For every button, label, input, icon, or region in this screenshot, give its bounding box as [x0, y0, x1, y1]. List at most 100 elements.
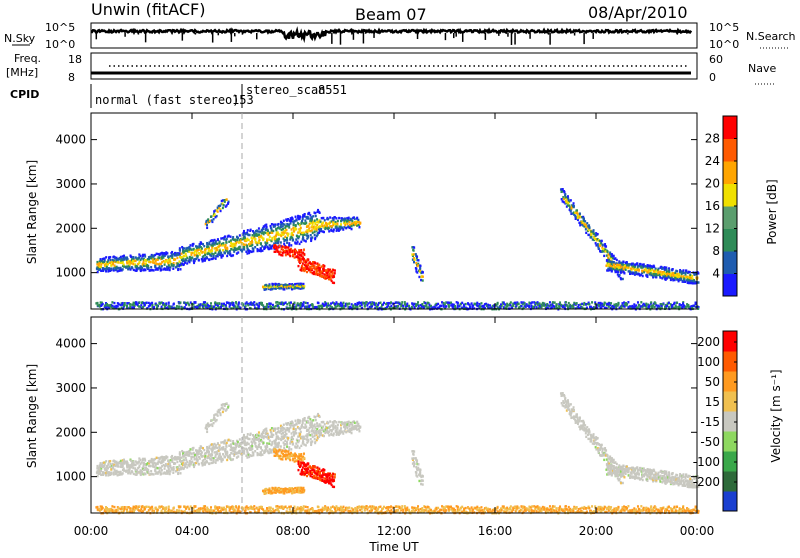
power-cell: [277, 227, 279, 229]
nsearch-tick-top: 10^5: [709, 21, 739, 34]
power-cell: [290, 244, 292, 246]
power-cell: [613, 261, 615, 263]
power-cell: [304, 219, 306, 221]
power-frame: [91, 113, 697, 309]
power-cell: [599, 240, 601, 242]
power-cell: [386, 306, 388, 308]
power-cell: [678, 306, 680, 308]
power-cell: [100, 270, 102, 272]
power-cell: [140, 255, 142, 257]
power-cell: [224, 246, 226, 248]
velocity-cell: [109, 460, 111, 462]
velocity-cell: [341, 423, 343, 425]
power-cell: [538, 302, 540, 304]
power-cell: [179, 252, 181, 254]
power-cell: [316, 306, 318, 308]
power-cell: [207, 245, 209, 247]
power-cell: [228, 241, 230, 243]
power-cell: [290, 222, 292, 224]
cpid-mode-1-name: normal (fast stereo): [95, 93, 240, 107]
velocity-cell: [215, 462, 217, 464]
power-cell: [254, 246, 256, 248]
power-cell: [588, 226, 590, 228]
power-cell: [157, 268, 159, 270]
power-scatter: [95, 188, 699, 310]
power-cell: [169, 269, 171, 271]
beam-title: Beam 07: [355, 5, 427, 24]
power-cell: [196, 249, 198, 251]
power-cell: [208, 243, 210, 245]
velocity-cell: [258, 431, 260, 433]
velocity-cell: [163, 456, 165, 458]
power-cell: [425, 304, 427, 306]
power-cell: [684, 281, 686, 283]
power-cell: [385, 303, 387, 305]
velocity-cell: [199, 457, 201, 459]
power-cell: [414, 259, 416, 261]
power-cell: [678, 275, 680, 277]
power-cell: [215, 216, 217, 218]
velocity-cell: [258, 453, 260, 455]
power-cell: [692, 305, 694, 307]
power-cell: [601, 240, 603, 242]
power-cell: [224, 235, 226, 237]
power-cell: [266, 303, 268, 305]
power-cell: [191, 256, 193, 258]
velocity-cell: [313, 430, 315, 432]
power-cell: [404, 301, 406, 303]
power-cell: [573, 205, 575, 207]
velocity-cell: [316, 432, 318, 434]
velocity-cell: [306, 441, 308, 443]
power-cell: [146, 302, 148, 304]
velocity-cell: [144, 473, 146, 475]
power-cell: [189, 244, 191, 246]
velocity-cell: [216, 453, 218, 455]
power-cell: [327, 218, 329, 220]
power-cell: [303, 258, 305, 260]
velocity-cell: [122, 472, 124, 474]
velocity-cell: [124, 461, 126, 463]
power-cell: [275, 245, 277, 247]
power-cell: [293, 224, 295, 226]
power-cell: [422, 279, 424, 281]
velocity-cell: [157, 472, 159, 474]
power-cell: [632, 272, 634, 274]
power-cell: [531, 301, 533, 303]
power-cell: [216, 249, 218, 251]
power-cell: [300, 227, 302, 229]
velocity-cell: [226, 459, 228, 461]
velocity-cell: [137, 471, 139, 473]
power-cell: [290, 301, 292, 303]
velocity-cell: [157, 467, 159, 469]
velocity-cell: [302, 422, 304, 424]
velocity-cell: [160, 473, 162, 475]
power-cell: [280, 241, 282, 243]
power-cell: [650, 301, 652, 303]
velocity-cell: [312, 436, 314, 438]
colorbar-tick-label: 28: [705, 132, 720, 146]
power-cell: [248, 239, 250, 241]
velocity-cell: [271, 432, 273, 434]
velocity-cell: [282, 429, 284, 431]
power-cell: [260, 247, 262, 249]
power-cell: [506, 305, 508, 307]
power-cell: [285, 246, 287, 248]
power-cell: [123, 265, 125, 267]
power-cell: [579, 212, 581, 214]
power-cell: [278, 234, 280, 236]
velocity-cell: [113, 471, 115, 473]
power-cell: [651, 269, 653, 271]
velocity-cell: [206, 457, 208, 459]
power-cell: [334, 223, 336, 225]
velocity-cell: [196, 456, 198, 458]
power-cell: [417, 301, 419, 303]
power-cell: [514, 302, 516, 304]
power-cell: [312, 232, 314, 234]
power-cell: [457, 302, 459, 304]
power-cell: [471, 302, 473, 304]
power-cell: [333, 275, 335, 277]
power-cell: [258, 233, 260, 235]
power-cell: [225, 304, 227, 306]
power-cell: [299, 230, 301, 232]
power-cell: [265, 288, 267, 290]
